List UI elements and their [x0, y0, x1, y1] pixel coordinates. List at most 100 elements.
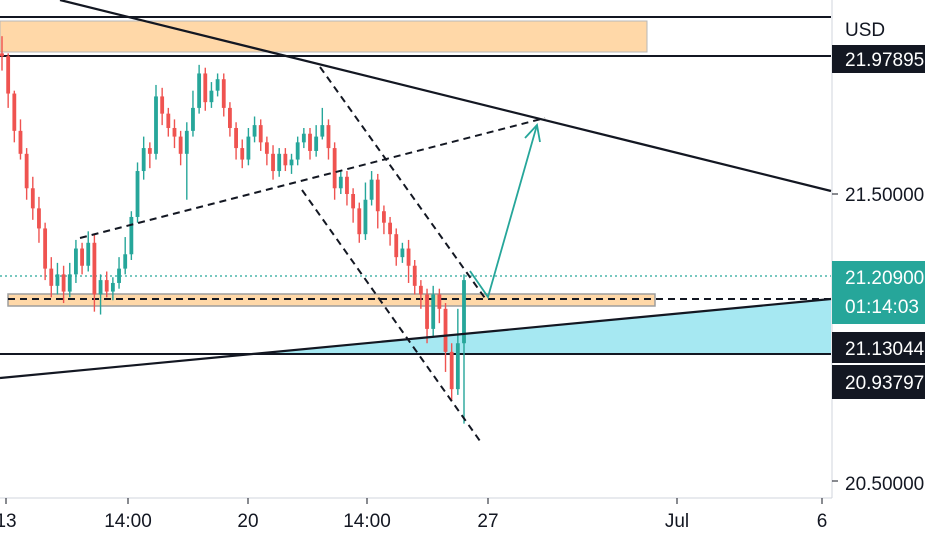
time-axis: 13 14:00 20 14:00 27 Jul 6: [0, 497, 932, 550]
candle-body: [271, 153, 275, 172]
candle: [326, 119, 331, 160]
candle: [363, 182, 368, 240]
candle: [160, 87, 165, 126]
candles-layer: [0, 36, 466, 424]
candle: [92, 234, 97, 312]
price-tag-2-box: [832, 261, 925, 324]
candle-body: [98, 280, 103, 295]
projection-arrow: [469, 124, 538, 300]
descending-trendline: [59, 0, 832, 193]
ascending-trendline: [0, 297, 832, 380]
candle: [172, 119, 177, 149]
candle-body: [394, 234, 399, 258]
candle: [154, 84, 158, 160]
candle-body: [357, 208, 362, 235]
candle-body: [295, 142, 300, 160]
candle-body: [351, 194, 356, 209]
candle-body: [197, 73, 202, 108]
candle: [240, 139, 245, 169]
candle-body: [215, 79, 220, 91]
candle-body: [74, 248, 78, 275]
candle: [49, 257, 54, 298]
candle: [277, 148, 282, 177]
candle-body: [443, 308, 448, 352]
candle: [289, 153, 294, 174]
price-tag-3: 21.13044: [845, 339, 925, 360]
candle: [37, 196, 41, 243]
candle: [345, 171, 349, 206]
candle-body: [67, 274, 72, 292]
candle-body: [221, 79, 226, 108]
candle: [264, 136, 269, 166]
candle: [0, 36, 4, 71]
candle-body: [412, 265, 417, 286]
candle-body: [345, 176, 349, 194]
candle: [308, 127, 312, 160]
candle: [338, 171, 343, 194]
price-tags-layer: 21.97895 21.20900 01:14:03 21.13044 20.9…: [832, 45, 925, 399]
candle: [400, 242, 405, 263]
candle-body: [320, 125, 325, 137]
candle-body: [117, 268, 121, 283]
candle-body: [418, 285, 423, 295]
candle: [252, 116, 257, 143]
candle: [301, 127, 306, 149]
y-tick-label-2: 20.50000: [845, 474, 924, 495]
candle: [98, 274, 103, 315]
candle: [332, 142, 337, 200]
candle-body: [258, 125, 263, 143]
candle-body: [400, 248, 405, 258]
resistance-zone: [0, 20, 648, 53]
price-tag-3-box: [832, 332, 925, 363]
candle-body: [425, 294, 429, 329]
price-axis: USD 21.50000 20.50000: [831, 0, 932, 498]
candle: [80, 242, 84, 275]
candle-body: [277, 153, 282, 172]
candle-body: [24, 153, 29, 189]
x-tick-label-2: 14:00: [104, 511, 152, 532]
candle: [74, 239, 78, 283]
candle: [369, 171, 374, 206]
trendlines-layer: [0, 0, 832, 442]
price-tag-1: 21.97895: [845, 50, 924, 71]
candle: [166, 107, 171, 137]
candle-body: [264, 142, 269, 154]
candle: [24, 148, 29, 200]
candle: [394, 228, 399, 266]
candle-body: [449, 351, 454, 390]
x-tick-label-5: 27: [477, 511, 498, 532]
candle-body: [160, 96, 165, 114]
candle: [295, 136, 300, 166]
candle-body: [301, 133, 306, 143]
candle: [43, 222, 48, 281]
candle-body: [228, 107, 232, 128]
candle-body: [80, 248, 84, 266]
candle: [431, 285, 436, 338]
candle: [178, 130, 183, 166]
candle-body: [92, 242, 97, 295]
candle: [375, 173, 380, 229]
candle-body: [147, 148, 152, 154]
candle: [104, 271, 109, 298]
candle: [86, 231, 91, 272]
candle-body: [49, 268, 54, 286]
candle-body: [455, 343, 460, 390]
candle-body: [332, 148, 337, 189]
candle-body: [154, 96, 158, 154]
candle: [234, 122, 238, 160]
candle: [203, 67, 208, 111]
candle: [449, 343, 454, 401]
candle-body: [431, 294, 436, 329]
candle: [18, 119, 23, 160]
candle-body: [283, 153, 288, 166]
candle: [258, 119, 263, 151]
candle-body: [12, 93, 17, 131]
candle: [357, 202, 362, 243]
x-tick-label-3: 20: [237, 511, 258, 532]
candle: [30, 176, 35, 220]
candle: [215, 73, 220, 97]
candle-body: [0, 53, 4, 57]
candle-body: [18, 130, 23, 154]
candle: [412, 260, 417, 295]
